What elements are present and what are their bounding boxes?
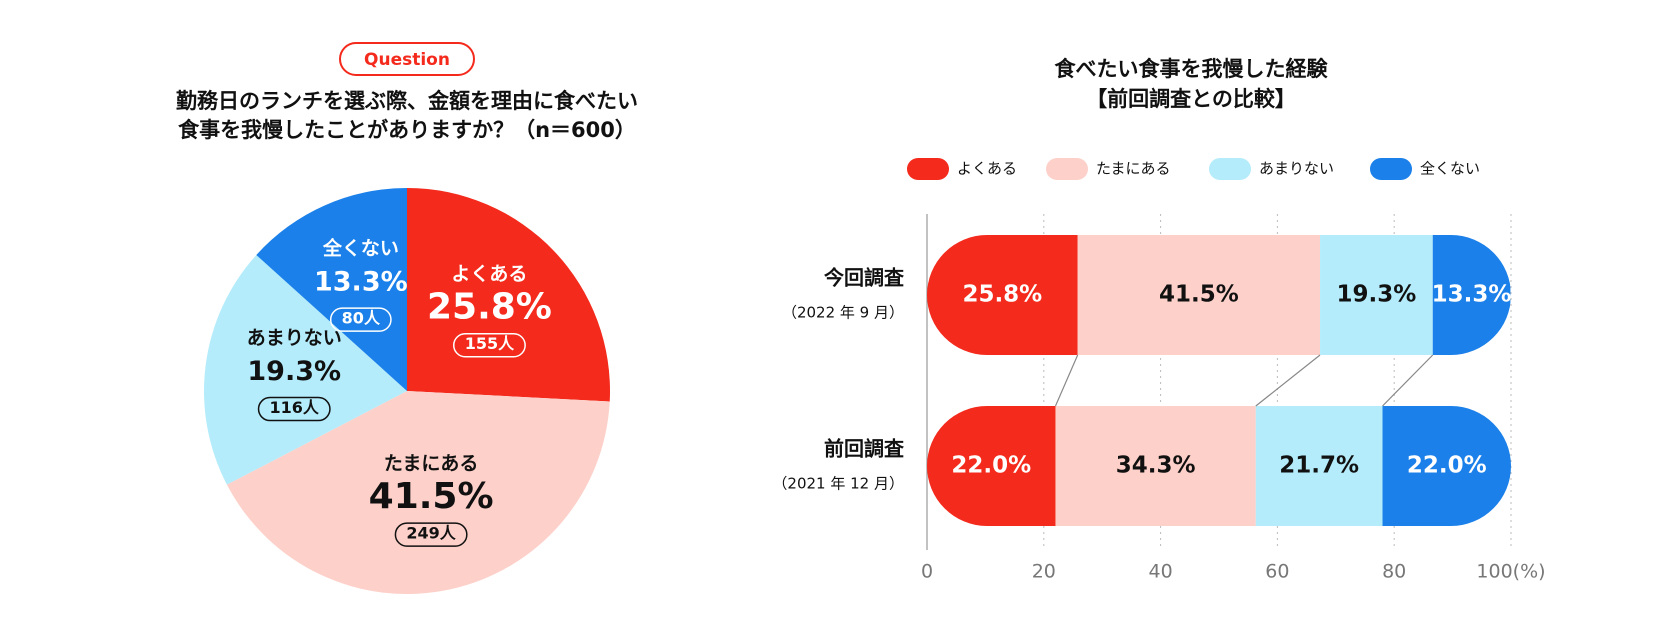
pill-outline [394, 522, 468, 547]
pie-slice [204, 254, 407, 485]
x-tick-label: 60 [1265, 561, 1289, 583]
slice-value: 25.8% [427, 287, 552, 328]
bar-value-label: 22.0% [1407, 453, 1487, 479]
bar-segment [1255, 406, 1383, 526]
pill-outline [329, 307, 392, 332]
connector [1255, 354, 1321, 407]
pie-title: 食事を我慢したことがありますか？（n＝600） [178, 118, 636, 142]
legend-swatch [1209, 158, 1251, 180]
category-label: 今回調査 [824, 266, 904, 290]
bar-segment [1077, 235, 1321, 355]
bar-segment [927, 235, 1078, 355]
slice-label: たまにある [384, 453, 478, 475]
count-pill: 80人 [329, 307, 392, 332]
slice-count: 249人 [406, 524, 456, 543]
category-label: 前回調査 [824, 437, 904, 461]
count-pill: 116人 [257, 396, 331, 422]
bar-row [927, 406, 1511, 526]
slice-label: 全くない [322, 237, 399, 260]
bar-value-label: 13.3% [1432, 282, 1512, 308]
legend-swatch [1370, 158, 1412, 180]
bar-segment [1320, 235, 1433, 355]
bar-value-label: 22.0% [951, 453, 1031, 479]
slice-count: 155人 [465, 334, 515, 353]
legend-label: 全くない [1420, 160, 1480, 178]
pill-outline [257, 396, 331, 422]
badge-text: Question [364, 50, 450, 70]
bar-value-label: 25.8% [962, 282, 1042, 308]
bar-segment [1055, 406, 1256, 526]
connector [1382, 354, 1434, 407]
slice-label: あまりない [247, 327, 342, 349]
legend-label: よくある [957, 160, 1017, 178]
pie-slice [226, 391, 610, 594]
bar-value-label: 41.5% [1159, 282, 1239, 308]
slice-count: 80人 [342, 309, 381, 328]
legend-swatch [907, 158, 949, 180]
pill-outline [452, 332, 526, 358]
slice-label: よくある [451, 263, 527, 285]
bar-value-label: 34.3% [1116, 453, 1196, 479]
count-pill: 155人 [452, 332, 526, 358]
x-tick-label: 100(%) [1476, 561, 1545, 583]
question-badge [339, 42, 475, 76]
count-pill: 249人 [394, 522, 468, 547]
slice-value: 41.5% [369, 476, 494, 517]
x-tick-label: 0 [921, 561, 933, 583]
bar-title: 食べたい食事を我慢した経験 [1055, 57, 1329, 81]
legend-swatch [1046, 158, 1088, 180]
bar-segment [1382, 406, 1511, 526]
connector [1054, 354, 1079, 407]
bar-value-label: 21.7% [1279, 453, 1359, 479]
x-tick-label: 80 [1382, 561, 1406, 583]
pie-title: 勤務日のランチを選ぶ際、金額を理由に食べたい [176, 89, 638, 113]
category-note: （2022 年 9 月） [782, 304, 904, 322]
legend-label: たまにある [1096, 160, 1171, 178]
slice-count: 116人 [270, 398, 320, 417]
slice-value: 13.3% [314, 267, 408, 298]
pie-slice [407, 188, 610, 402]
bar-value-label: 19.3% [1336, 282, 1416, 308]
slice-value: 19.3% [247, 356, 341, 387]
bar-segment [927, 406, 1056, 526]
x-tick-label: 20 [1032, 561, 1056, 583]
legend-label: あまりない [1259, 160, 1334, 178]
bar-row [927, 235, 1511, 355]
bar-title: 【前回調査との比較】 [1086, 87, 1296, 111]
category-note: （2021 年 12 月） [772, 475, 904, 493]
x-tick-label: 40 [1149, 561, 1173, 583]
pie-slice [256, 188, 407, 391]
